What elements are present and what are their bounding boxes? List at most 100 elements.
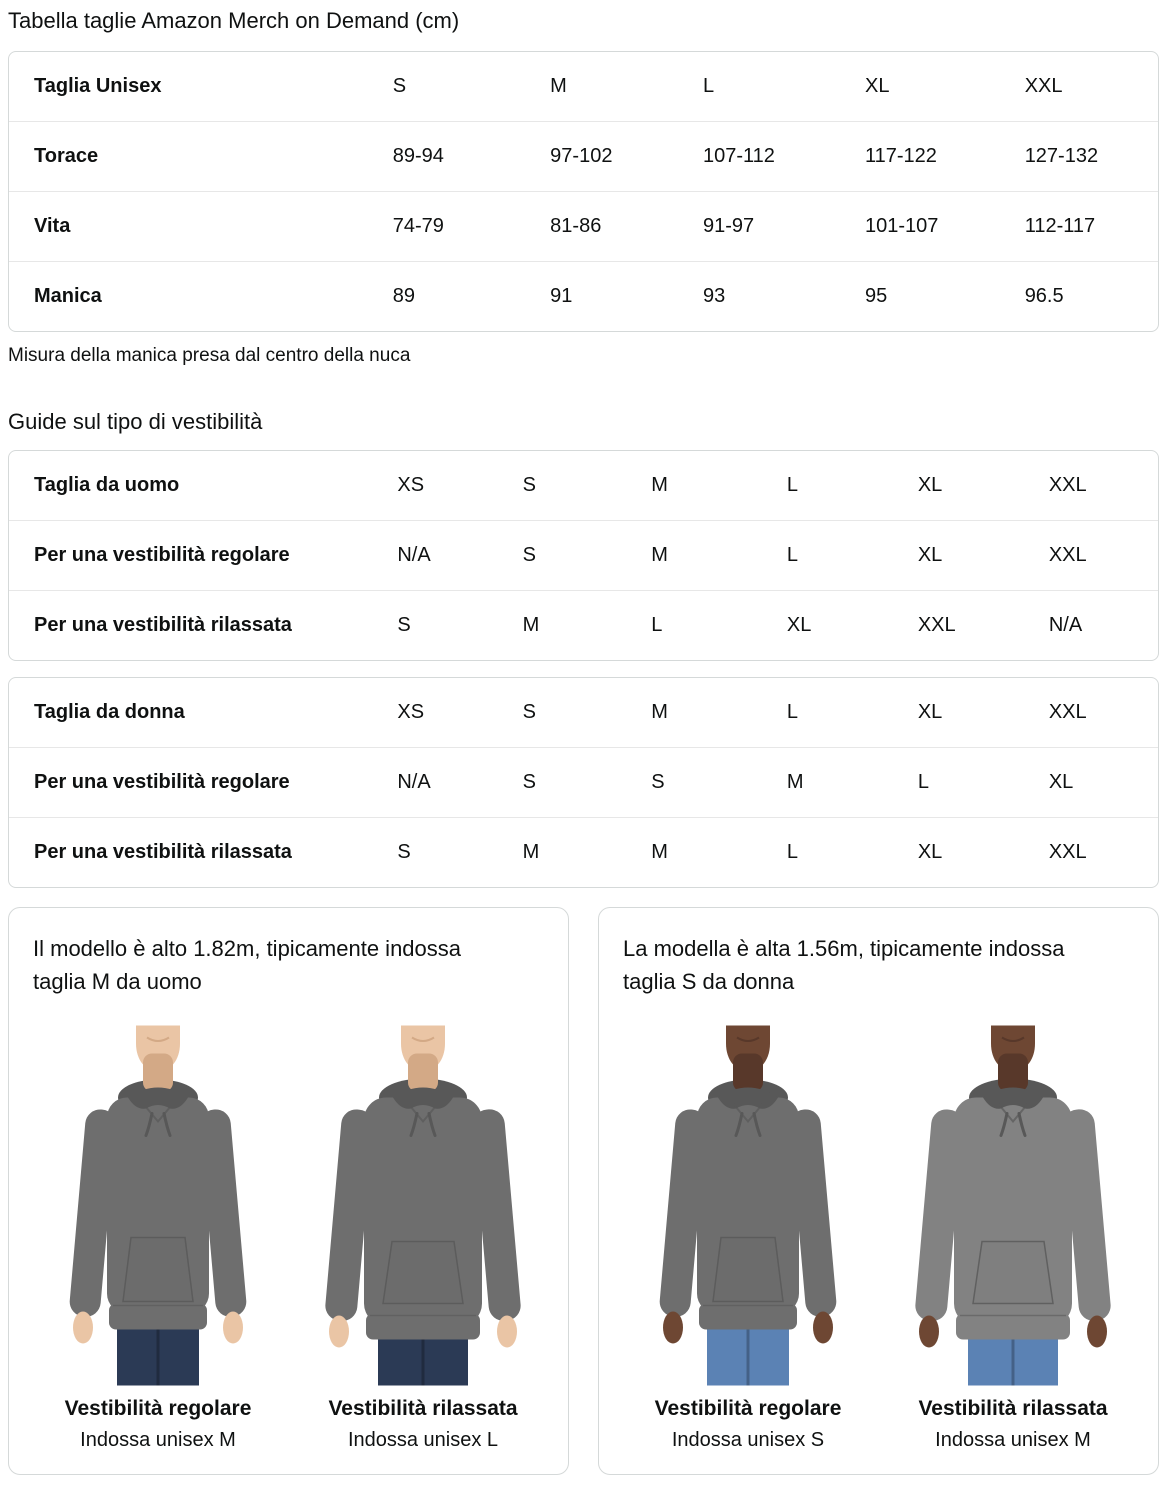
size-header-cell: M — [651, 701, 668, 723]
size-table: Taglia Unisex S M L XL XXL Torace 89-94 … — [8, 51, 1159, 332]
wears-caption: Indossa unisex M — [935, 1429, 1091, 1451]
size-cell: XL — [786, 590, 918, 660]
size-header-cell: XL — [864, 75, 890, 97]
wears-caption: Indossa unisex M — [80, 1429, 236, 1451]
row-label: Taglia da uomo — [34, 474, 180, 496]
size-header-cell: L — [786, 701, 798, 723]
model-cards-row: Il modello è alto 1.82m, tipicamente ind… — [8, 907, 1159, 1475]
size-header-cell: XL — [917, 474, 943, 496]
size-cell: M — [522, 817, 652, 887]
size-cell: S — [522, 747, 652, 817]
row-label: Taglia da donna — [34, 701, 185, 723]
male-relaxed-hoodie-photo — [298, 1024, 548, 1387]
model-card-women: La modella è alta 1.56m, tipicamente ind… — [598, 907, 1159, 1475]
size-cell: N/A — [1048, 590, 1158, 660]
fit-caption: Vestibilità regolare — [64, 1397, 252, 1420]
table-row-relaxed-fit: Per una vestibilità rilassata S M L XL X… — [9, 590, 1158, 660]
size-header-cell: S — [392, 75, 407, 97]
size-cell: S — [397, 817, 523, 887]
row-label: Per una vestibilità rilassata — [9, 817, 398, 887]
model-relaxed-male: Vestibilità rilassata Indossa unisex L — [298, 1010, 548, 1452]
table-row-header: Taglia Unisex S M L XL XXL — [9, 52, 1158, 121]
measure-cell: 96.5 — [1024, 261, 1158, 331]
row-label: Torace — [9, 121, 393, 191]
size-cell: L — [917, 747, 1049, 817]
size-header-cell: XXL — [1024, 75, 1063, 97]
model-card-men: Il modello è alto 1.82m, tipicamente ind… — [8, 907, 569, 1475]
size-header-cell: XXL — [1048, 474, 1087, 496]
size-cell: XL — [917, 817, 1049, 887]
models-row: Vestibilità regolare Indossa unisex S Ve… — [623, 1010, 1138, 1452]
models-row: Vestibilità regolare Indossa unisex M Ve… — [33, 1010, 548, 1452]
table-row-header: Taglia da uomo XS S M L XL XXL — [9, 451, 1158, 520]
row-label: Per una vestibilità regolare — [9, 747, 398, 817]
row-label: Taglia Unisex — [34, 75, 162, 97]
size-cell: L — [651, 590, 787, 660]
fit-caption: Vestibilità regolare — [654, 1397, 842, 1420]
model-relaxed-female: Vestibilità rilassata Indossa unisex M — [888, 1010, 1138, 1452]
measure-cell: 91-97 — [702, 191, 865, 261]
size-cell: M — [651, 817, 787, 887]
size-header-cell: S — [522, 701, 536, 723]
measure-cell: 93 — [702, 261, 865, 331]
size-header-cell: XXL — [1048, 701, 1087, 723]
size-cell: M — [786, 747, 918, 817]
size-header-cell: XS — [397, 701, 425, 723]
size-cell: S — [397, 590, 523, 660]
size-cell: S — [522, 520, 652, 590]
table-row-relaxed-fit: Per una vestibilità rilassata S M M L XL… — [9, 817, 1158, 887]
size-cell: M — [522, 590, 652, 660]
size-cell: XL — [1048, 747, 1158, 817]
model-regular-male: Vestibilità regolare Indossa unisex M — [33, 1010, 283, 1452]
sleeve-measure-note: Misura della manica presa dal centro del… — [8, 345, 411, 366]
size-cell: M — [651, 520, 787, 590]
size-header-cell: XL — [917, 701, 943, 723]
spacer — [8, 661, 1159, 677]
size-header-cell: L — [786, 474, 798, 496]
size-cell: XXL — [1048, 817, 1158, 887]
size-header-cell: M — [651, 474, 668, 496]
size-header-cell: M — [550, 75, 567, 97]
measure-cell: 74-79 — [392, 191, 551, 261]
table-row-chest: Torace 89-94 97-102 107-112 117-122 127-… — [9, 121, 1158, 191]
table-row-header: Taglia da donna XS S M L XL XXL — [9, 678, 1158, 747]
size-cell: N/A — [397, 520, 523, 590]
measure-cell: 97-102 — [550, 121, 703, 191]
women-fit-table: Taglia da donna XS S M L XL XXL Per una … — [8, 677, 1159, 888]
wears-caption: Indossa unisex L — [347, 1429, 499, 1451]
table-row-waist: Vita 74-79 81-86 91-97 101-107 112-117 — [9, 191, 1158, 261]
row-label: Per una vestibilità rilassata — [9, 590, 398, 660]
measure-cell: 95 — [864, 261, 1025, 331]
size-cell: XXL — [1048, 520, 1158, 590]
row-label: Per una vestibilità regolare — [9, 520, 398, 590]
model-regular-female: Vestibilità regolare Indossa unisex S — [623, 1010, 873, 1452]
table-row-regular-fit: Per una vestibilità regolare N/A S M L X… — [9, 520, 1158, 590]
size-cell: XXL — [917, 590, 1049, 660]
size-header-cell: S — [522, 474, 536, 496]
measure-cell: 107-112 — [702, 121, 865, 191]
size-cell: XL — [917, 520, 1049, 590]
row-label: Manica — [9, 261, 393, 331]
fit-caption: Vestibilità rilassata — [328, 1397, 518, 1420]
fit-caption: Vestibilità rilassata — [918, 1397, 1108, 1420]
measure-cell: 112-117 — [1024, 191, 1158, 261]
table-row-regular-fit: Per una vestibilità regolare N/A S S M L… — [9, 747, 1158, 817]
size-cell: L — [786, 817, 918, 887]
page-title: Tabella taglie Amazon Merch on Demand (c… — [8, 8, 460, 33]
female-relaxed-hoodie-photo — [888, 1024, 1138, 1387]
measure-cell: 117-122 — [864, 121, 1025, 191]
size-header-cell: L — [702, 75, 715, 97]
fit-guide-heading: Guide sul tipo di vestibilità — [8, 409, 263, 434]
size-header-cell: XS — [397, 474, 425, 496]
measure-cell: 89 — [392, 261, 551, 331]
measure-cell: 101-107 — [864, 191, 1025, 261]
model-description: La modella è alta 1.56m, tipicamente ind… — [623, 936, 1065, 994]
wears-caption: Indossa unisex S — [671, 1429, 825, 1451]
row-label: Vita — [9, 191, 393, 261]
men-fit-table: Taglia da uomo XS S M L XL XXL Per una v… — [8, 450, 1159, 661]
measure-cell: 89-94 — [392, 121, 551, 191]
measure-cell: 127-132 — [1024, 121, 1158, 191]
measure-cell: 81-86 — [550, 191, 703, 261]
female-regular-hoodie-photo — [623, 1024, 873, 1387]
